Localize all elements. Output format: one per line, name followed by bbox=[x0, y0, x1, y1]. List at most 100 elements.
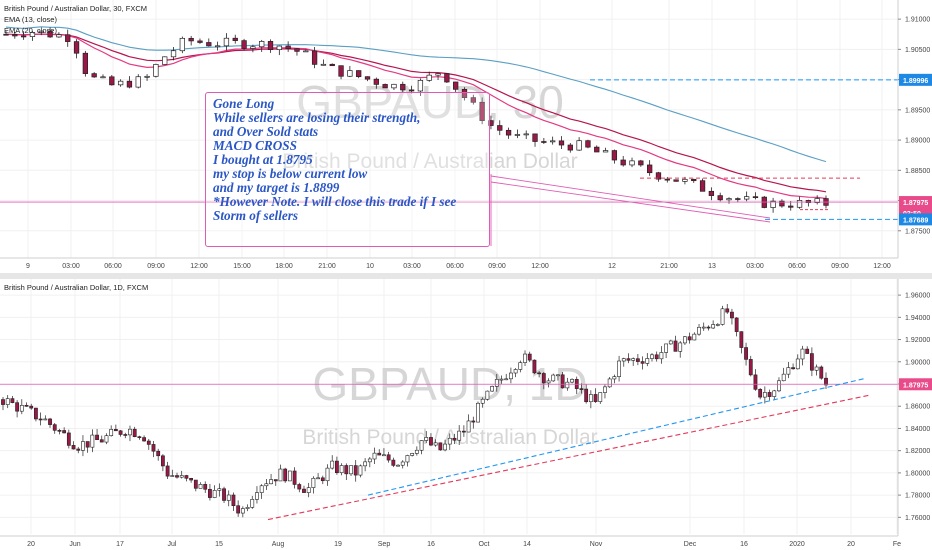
trendline-red bbox=[267, 394, 871, 521]
time-tick-label: 21:00 bbox=[660, 263, 678, 270]
candle-body bbox=[329, 63, 335, 67]
candle-body bbox=[12, 33, 18, 37]
time-tick-label: 09:00 bbox=[147, 263, 165, 270]
top-legend-ema20: EMA (20, close) bbox=[4, 26, 57, 35]
candle-body bbox=[426, 74, 432, 81]
candle-body bbox=[567, 144, 573, 151]
candle-body bbox=[612, 376, 617, 380]
candle-body bbox=[791, 367, 795, 370]
candle-body bbox=[29, 405, 34, 409]
candle-body bbox=[278, 468, 283, 482]
candle-body bbox=[197, 40, 203, 43]
candle-body bbox=[81, 441, 85, 451]
candle-body bbox=[717, 195, 723, 201]
candle-body bbox=[565, 381, 570, 389]
candle-body bbox=[701, 326, 706, 329]
candle-body bbox=[579, 388, 584, 390]
candle-body bbox=[629, 160, 635, 166]
candle-body bbox=[664, 343, 669, 353]
time-tick-label: 06:00 bbox=[104, 263, 122, 270]
time-tick-label: 21:00 bbox=[318, 263, 336, 270]
candle-body bbox=[226, 494, 231, 501]
top-price-axis[interactable]: 1.910001.905001.900001.895001.890001.885… bbox=[897, 0, 932, 258]
trade-note-box[interactable]: Gone Long While sellers are losing their… bbox=[205, 92, 490, 247]
top-time-axis[interactable]: 9 03:00 06:00 09:00 12:00 15:00 18:00 21:00 10 03… bbox=[0, 257, 932, 272]
candle-body bbox=[104, 435, 109, 443]
price-tick-label: 1.90000 bbox=[905, 359, 930, 366]
candle-body bbox=[419, 440, 424, 451]
candle-body bbox=[179, 475, 184, 478]
candle-body bbox=[335, 460, 339, 474]
candle-body bbox=[654, 354, 659, 360]
candle-body bbox=[417, 79, 424, 92]
candle-body bbox=[264, 483, 269, 487]
candle-body bbox=[146, 440, 151, 445]
candle-body bbox=[212, 490, 217, 498]
candle-body bbox=[532, 359, 537, 374]
candle-body bbox=[297, 484, 302, 490]
candle-body bbox=[645, 358, 650, 364]
candle-body bbox=[541, 141, 547, 143]
candle-body bbox=[602, 150, 609, 153]
candle-body bbox=[113, 429, 118, 432]
candle-body bbox=[620, 159, 626, 166]
price-axis-bg bbox=[898, 279, 932, 536]
candle-body bbox=[10, 398, 15, 403]
time-tick-label: 17 bbox=[116, 541, 124, 548]
candle-body bbox=[499, 378, 504, 381]
note-line-8: *However Note. I will close this trade i… bbox=[213, 194, 457, 209]
price-tick-label: 1.94000 bbox=[905, 315, 930, 322]
time-tick-label: 10 bbox=[366, 263, 374, 270]
candle-body bbox=[708, 190, 715, 196]
candle-body bbox=[447, 437, 452, 445]
candle-body bbox=[488, 120, 494, 126]
candle-body bbox=[347, 70, 353, 77]
candle-body bbox=[57, 430, 62, 432]
candle-body bbox=[743, 196, 750, 200]
top-chart-pane[interactable]: GBPAUD, 30 British Pound / Australian Do… bbox=[0, 0, 898, 258]
candle-body bbox=[424, 437, 429, 441]
candle-body bbox=[306, 487, 311, 493]
candle-body bbox=[358, 465, 363, 476]
candle-body bbox=[269, 479, 273, 485]
candle-body bbox=[99, 439, 104, 443]
time-tick-label: 06:00 bbox=[446, 263, 464, 270]
top-candles bbox=[3, 27, 829, 213]
candle-body bbox=[523, 353, 527, 363]
candle-body bbox=[276, 45, 282, 51]
ma-line bbox=[5, 26, 827, 163]
bottom-price-axis[interactable]: 1.960001.940001.920001.900001.880001.860… bbox=[897, 279, 932, 536]
candle-body bbox=[734, 317, 739, 332]
pane-separator[interactable] bbox=[0, 273, 932, 279]
candle-body bbox=[47, 30, 53, 38]
time-tick-label: 16 bbox=[427, 541, 435, 548]
candle-body bbox=[753, 374, 758, 390]
candle-body bbox=[537, 372, 542, 375]
bottom-chart-pane[interactable]: GBPAUD, 1D British Pound / Australian Do… bbox=[0, 279, 898, 534]
price-tag-target-bg bbox=[899, 73, 932, 86]
candle-body bbox=[635, 358, 640, 362]
candle-body bbox=[245, 507, 250, 509]
time-tick-label: 20 bbox=[27, 541, 35, 548]
time-tick-label: 15:00 bbox=[233, 263, 251, 270]
candle-body bbox=[240, 508, 245, 514]
time-tick-label: 12:00 bbox=[873, 263, 891, 270]
note-line-1: Gone Long bbox=[213, 96, 275, 111]
price-tick-label: 1.90500 bbox=[905, 47, 930, 54]
candle-body bbox=[90, 434, 95, 448]
candle-body bbox=[231, 494, 236, 506]
candle-body bbox=[490, 386, 494, 392]
candle-body bbox=[735, 198, 741, 200]
price-tick-label: 1.96000 bbox=[905, 293, 930, 300]
candle-body bbox=[435, 73, 441, 76]
candle-body bbox=[214, 45, 221, 48]
time-tick-label: 9 bbox=[26, 263, 30, 270]
candle-body bbox=[52, 424, 57, 431]
bottom-time-axis[interactable]: 20 Jun 17 Jul 15 Aug 19 Sep 16 Oct 14 Nov Dec 16 2020 2… bbox=[0, 535, 932, 550]
candle-body bbox=[699, 180, 706, 192]
candle-body bbox=[532, 133, 538, 142]
note-line-2: While sellers are losing their strength, bbox=[213, 110, 421, 125]
candle-body bbox=[1, 399, 5, 405]
candle-body bbox=[505, 129, 512, 136]
candle-body bbox=[683, 336, 687, 344]
